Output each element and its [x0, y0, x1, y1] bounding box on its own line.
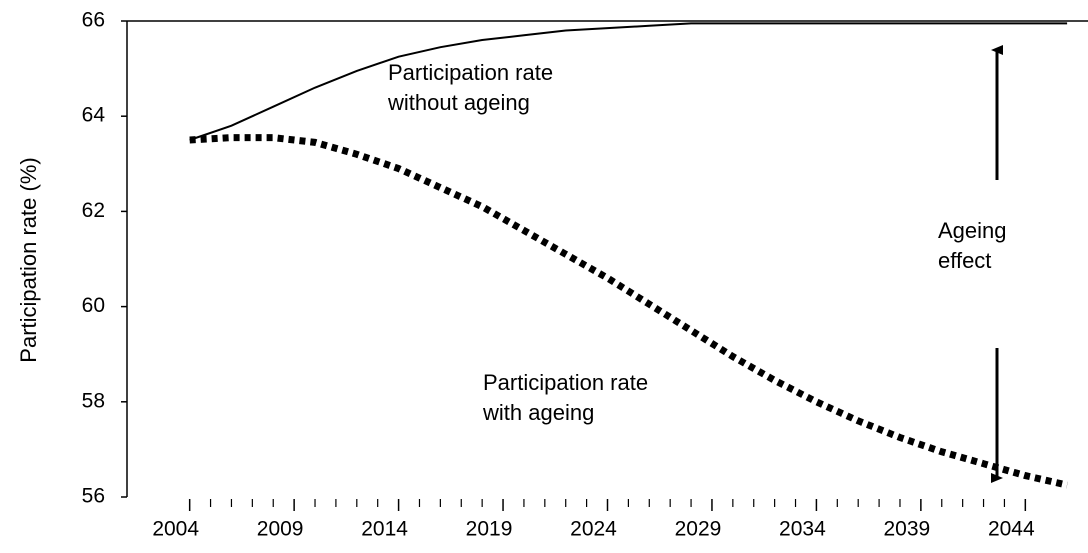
y-tick-label: 60: [82, 294, 105, 317]
annotation-line: Participation rate: [388, 60, 553, 85]
x-tick-label: 2044: [988, 518, 1035, 541]
x-tick-label: 2039: [884, 518, 931, 541]
annotation: Participation rate with ageing: [482, 370, 648, 425]
x-tick-label: 2034: [779, 518, 826, 541]
y-tick-label: 58: [82, 389, 105, 412]
x-tick-label: 2024: [570, 518, 617, 541]
y-tick-label: 66: [82, 9, 105, 32]
y-axis-label: Participation rate (%): [16, 157, 41, 362]
x-tick-label: 2019: [466, 518, 513, 541]
x-tick-label: 2029: [675, 518, 722, 541]
annotation: Ageing effect: [938, 218, 1007, 273]
annotation-line: without ageing: [387, 90, 530, 115]
y-tick-label: 64: [82, 104, 106, 127]
line-series: [189, 134, 1068, 489]
y-tick-label: 56: [82, 485, 105, 508]
annotation-line: Ageing: [938, 218, 1007, 243]
annotation-line: with ageing: [482, 400, 594, 425]
annotation-line: Participation rate: [483, 370, 648, 395]
line-series: [189, 22, 1068, 141]
y-tick-label: 62: [82, 199, 105, 222]
annotation: Participation rate without ageing: [387, 60, 553, 115]
annotation-line: effect: [938, 248, 991, 273]
x-tick-label: 2009: [257, 518, 304, 541]
x-tick-label: 2014: [361, 518, 408, 541]
x-tick-label: 2004: [152, 518, 199, 541]
